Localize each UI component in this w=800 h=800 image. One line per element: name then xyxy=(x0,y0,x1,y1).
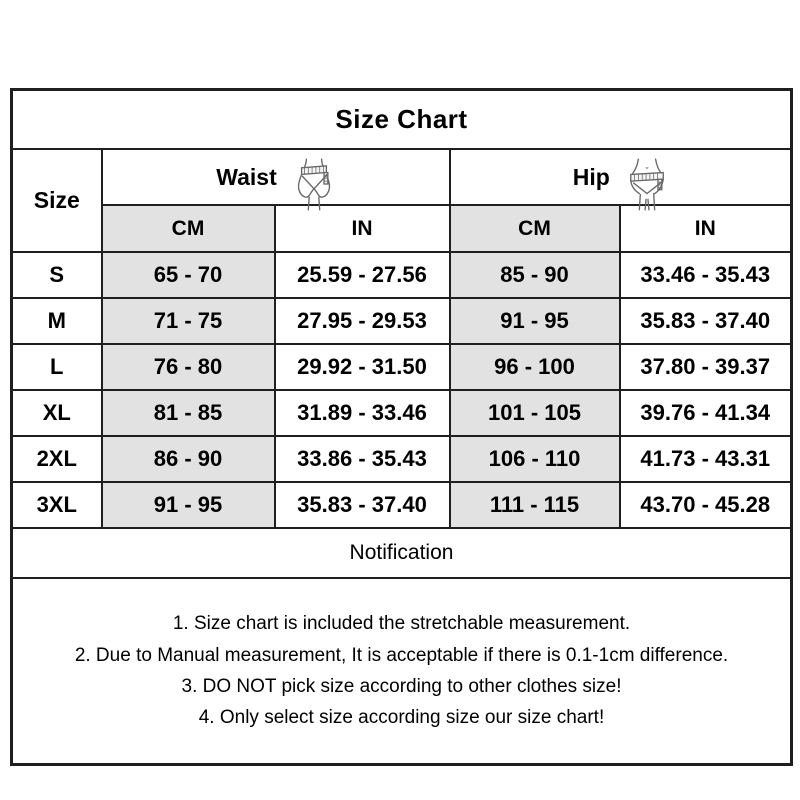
column-group-waist: Waist xyxy=(100,148,451,211)
waist-in-cell: 33.86 - 35.43 xyxy=(273,435,451,483)
size-cell: XL xyxy=(10,389,103,437)
size-cell: S xyxy=(10,251,103,299)
notification-header-row: Notification xyxy=(10,527,793,579)
hip-cm-cell: 96 - 100 xyxy=(448,343,621,391)
note-line: 4. Only select size according size our s… xyxy=(198,707,605,729)
waist-cm-cell: 65 - 70 xyxy=(100,251,276,299)
size-cell: M xyxy=(10,297,103,345)
unit-header-hip-in: IN xyxy=(618,204,793,253)
table-row: XL 81 - 85 31.89 - 33.46 101 - 105 39.76… xyxy=(10,389,793,437)
unit-header-waist-in: IN xyxy=(273,204,451,253)
waist-measure-icon xyxy=(293,157,335,211)
waist-cm-cell: 86 - 90 xyxy=(100,435,276,483)
waist-cm-cell: 76 - 80 xyxy=(100,343,276,391)
note-line: 2. Due to Manual measurement, It is acce… xyxy=(74,644,729,666)
waist-in-cell: 27.95 - 29.53 xyxy=(273,297,451,345)
hip-cm-cell: 85 - 90 xyxy=(448,251,621,299)
size-table-body: S 65 - 70 25.59 - 27.56 85 - 90 33.46 - … xyxy=(10,251,793,529)
waist-cm-cell: 71 - 75 xyxy=(100,297,276,345)
hip-in-cell: 41.73 - 43.31 xyxy=(618,435,793,483)
hip-cm-cell: 91 - 95 xyxy=(448,297,621,345)
column-header-size: Size xyxy=(10,148,103,253)
size-cell: L xyxy=(10,343,103,391)
hip-measure-icon xyxy=(626,157,668,211)
note-line: 3. DO NOT pick size according to other c… xyxy=(181,676,622,697)
hip-label: Hip xyxy=(572,163,610,190)
hip-in-cell: 39.76 - 41.34 xyxy=(618,389,793,437)
waist-in-cell: 35.83 - 37.40 xyxy=(273,481,451,529)
hip-cm-cell: 111 - 115 xyxy=(448,481,621,529)
size-cell: 3XL xyxy=(10,481,103,529)
unit-header-hip-cm: CM xyxy=(448,204,621,253)
table-row: 3XL 91 - 95 35.83 - 37.40 111 - 115 43.7… xyxy=(10,481,793,529)
hip-in-cell: 35.83 - 37.40 xyxy=(618,297,793,345)
notification-notes-row: 1. Size chart is included the stretchabl… xyxy=(10,577,793,766)
waist-in-cell: 25.59 - 27.56 xyxy=(273,251,451,299)
size-chart-table: Size Chart Size Waist xyxy=(10,88,793,766)
hip-cm-cell: 101 - 105 xyxy=(448,389,621,437)
unit-header-row: CM IN CM IN xyxy=(12,204,793,253)
hip-in-cell: 43.70 - 45.28 xyxy=(618,481,793,529)
waist-cm-cell: 81 - 85 xyxy=(100,389,276,437)
hip-in-cell: 37.80 - 39.37 xyxy=(618,343,793,391)
waist-cm-cell: 91 - 95 xyxy=(100,481,276,529)
hip-in-cell: 33.46 - 35.43 xyxy=(618,251,793,299)
notification-header: Notification xyxy=(10,527,793,579)
table-row: M 71 - 75 27.95 - 29.53 91 - 95 35.83 - … xyxy=(10,297,793,345)
column-group-hip: Hip xyxy=(448,148,793,211)
title-row: Size Chart xyxy=(10,88,793,150)
waist-label: Waist xyxy=(216,163,277,190)
notification-notes-cell: 1. Size chart is included the stretchabl… xyxy=(10,577,793,766)
table-row: S 65 - 70 25.59 - 27.56 85 - 90 33.46 - … xyxy=(10,251,793,299)
hip-cm-cell: 106 - 110 xyxy=(448,435,621,483)
waist-in-cell: 29.92 - 31.50 xyxy=(273,343,451,391)
group-header-row: Size Waist xyxy=(10,148,793,253)
table-row: 2XL 86 - 90 33.86 - 35.43 106 - 110 41.7… xyxy=(10,435,793,483)
note-line: 1. Size chart is included the stretchabl… xyxy=(172,613,631,635)
page-title: Size Chart xyxy=(10,88,793,150)
table-row: L 76 - 80 29.92 - 31.50 96 - 100 37.80 -… xyxy=(10,343,793,391)
size-cell: 2XL xyxy=(10,435,103,483)
waist-in-cell: 31.89 - 33.46 xyxy=(273,389,451,437)
notes-list: 1. Size chart is included the stretchabl… xyxy=(13,608,790,733)
unit-header-waist-cm: CM xyxy=(100,204,276,253)
